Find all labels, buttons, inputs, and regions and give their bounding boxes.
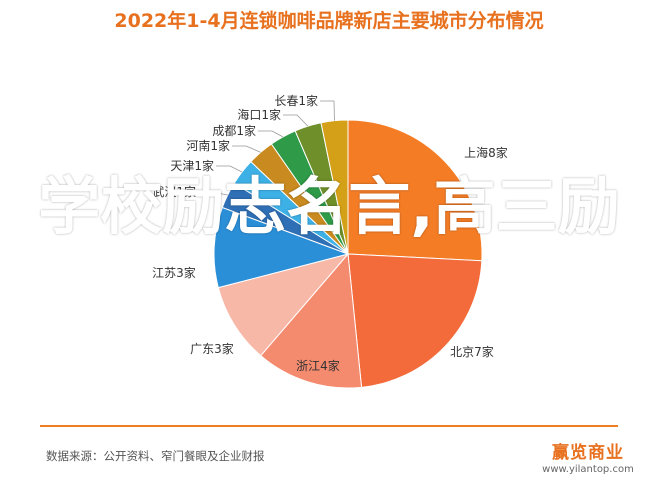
logo-url: www.yilantop.com [542,464,634,475]
pie-slice [347,119,483,262]
leader-line [320,100,335,121]
leader-line [232,145,261,153]
logo-name: 赢览商业 [552,443,624,463]
slice-label: 天津1家 [170,158,214,173]
slice-label: 河南1家 [186,138,230,153]
brand-logo: 赢览商业 www.yilantop.com [538,438,638,475]
pie-slice [347,253,483,388]
footer-divider [40,425,618,427]
pie-slice [320,119,349,255]
leader-line [283,114,309,127]
source-note: 数据来源：公开资料、窄门餐眼及企业财报 [46,449,265,463]
chart-title: 2022年1-4月连锁咖啡品牌新店主要城市分布情况 [114,10,544,32]
leader-line [216,165,243,173]
slice-label: 江苏3家 [152,265,196,280]
slice-label: 海口1家 [237,107,281,122]
pie-slice [213,206,350,289]
slice-label: 长春1家 [274,93,318,108]
slice-label: 北京7家 [450,344,494,359]
slice-label: 广东3家 [190,341,234,356]
slice-label: 浙江4家 [296,358,340,373]
slice-label: 成都1家 [212,123,256,138]
slice-label: 上海8家 [464,145,508,160]
slice-label: 武汉1家 [152,184,196,199]
leader-line [198,191,228,196]
pie-slice [260,252,363,389]
leader-line [258,130,284,138]
